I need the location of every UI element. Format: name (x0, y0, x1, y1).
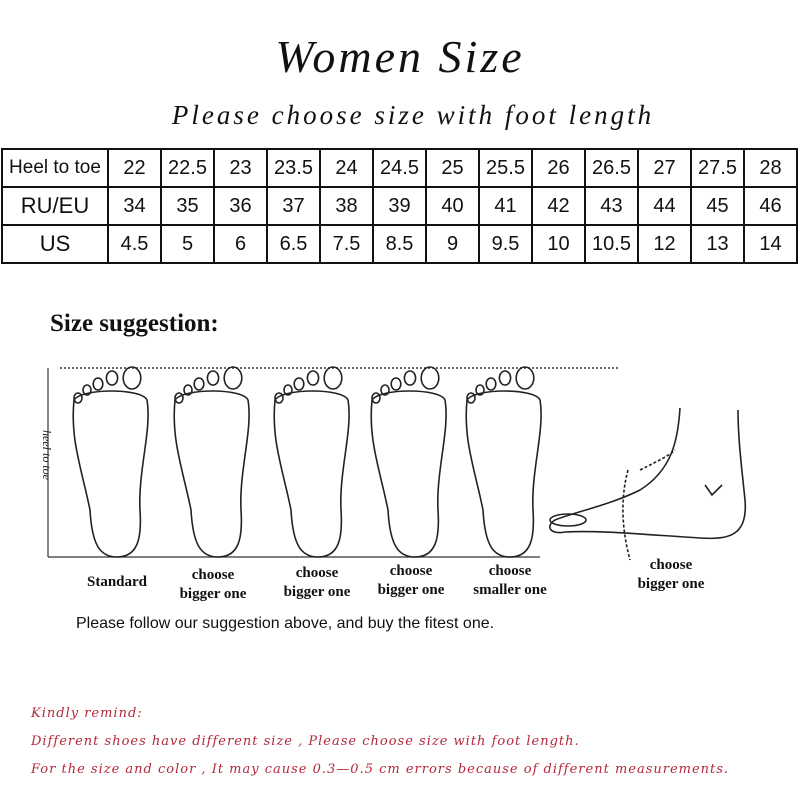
label-line-2: bigger one (377, 582, 445, 598)
table-cell: 4.5 (107, 224, 162, 264)
table-cell: 46 (743, 186, 798, 226)
table-cell: 40 (425, 186, 480, 226)
label-line-1: Standard (86, 574, 148, 590)
foot-icon (370, 366, 447, 558)
row-header: RU/EU (1, 186, 109, 226)
table-cell: 23.5 (266, 148, 321, 188)
table-cell: 37 (266, 186, 321, 226)
table-cell: 34 (107, 186, 162, 226)
row-header: US (1, 224, 109, 264)
page-title: Women Size (275, 31, 525, 82)
table-cell: 9 (425, 224, 480, 264)
table-cell: 42 (531, 186, 586, 226)
table-cell: 36 (213, 186, 268, 226)
suggestion-label: choose smaller one (455, 562, 565, 600)
label-line-2: bigger one (637, 576, 705, 592)
table-cell: 35 (160, 186, 215, 226)
suggestion-label: choose bigger one (356, 562, 466, 600)
foot-icon (465, 366, 542, 558)
table-cell: 7.5 (319, 224, 374, 264)
foot-icon (72, 366, 149, 558)
table-row: US 4.5 5 6 6.5 7.5 8.5 9 9.5 10 10.5 12 13 14 (1, 224, 798, 264)
table-cell: 41 (478, 186, 533, 226)
suggestion-label: choose bigger one (616, 556, 726, 594)
table-cell: 13 (690, 224, 745, 264)
remind-line-2: For the size and color , It may cause 0.… (31, 762, 730, 777)
suggestion-label: choose bigger one (158, 566, 268, 604)
row-header: Heel to toe (1, 148, 109, 188)
table-cell: 28 (743, 148, 798, 188)
table-cell: 12 (637, 224, 692, 264)
subtitle: Please choose size with foot length (171, 100, 655, 130)
table-cell: 23 (213, 148, 268, 188)
table-cell: 9.5 (478, 224, 533, 264)
table-cell: 10.5 (584, 224, 639, 264)
suggestion-label: choose bigger one (262, 564, 372, 602)
table-cell: 22 (107, 148, 162, 188)
side-foot-icon (549, 407, 747, 561)
table-cell: 39 (372, 186, 427, 226)
table-cell: 25.5 (478, 148, 533, 188)
remind-heading: Kindly remind: (31, 706, 143, 721)
table-cell: 26 (531, 148, 586, 188)
table-cell: 44 (637, 186, 692, 226)
label-line-2: smaller one (473, 582, 547, 598)
label-line-2: bigger one (283, 584, 351, 600)
label-line-2: bigger one (179, 586, 247, 602)
foot-icon (273, 366, 350, 558)
label-line-1: choose (191, 567, 235, 583)
table-cell: 26.5 (584, 148, 639, 188)
table-cell: 24 (319, 148, 374, 188)
table-cell: 14 (743, 224, 798, 264)
table-cell: 6.5 (266, 224, 321, 264)
table-cell: 5 (160, 224, 215, 264)
table-cell: 25 (425, 148, 480, 188)
table-row: Heel to toe 22 22.5 23 23.5 24 24.5 25 25.5 26 26.… (1, 148, 798, 188)
table-cell: 22.5 (160, 148, 215, 188)
table-cell: 8.5 (372, 224, 427, 264)
table-cell: 27 (637, 148, 692, 188)
label-line-1: choose (649, 557, 693, 573)
follow-note: Please follow our suggestion above, and … (76, 615, 495, 632)
suggestion-heading: Size suggestion: (50, 310, 219, 337)
table-row: RU/EU 34 35 36 37 38 39 40 41 42 43 44 45 46 (1, 186, 798, 226)
suggestion-label: Standard (62, 573, 172, 592)
label-line-1: choose (295, 565, 339, 581)
table-cell: 10 (531, 224, 586, 264)
table-cell: 38 (319, 186, 374, 226)
label-line-1: choose (488, 563, 532, 579)
remind-line-1: Different shoes have different size , Pl… (31, 734, 580, 749)
label-line-1: choose (389, 563, 433, 579)
table-cell: 45 (690, 186, 745, 226)
size-table: Heel to toe 22 22.5 23 23.5 24 24.5 25 25.5 26 26.… (1, 148, 798, 264)
table-cell: 6 (213, 224, 268, 264)
table-cell: 27.5 (690, 148, 745, 188)
table-cell: 24.5 (372, 148, 427, 188)
foot-icon (173, 366, 250, 558)
table-cell: 43 (584, 186, 639, 226)
